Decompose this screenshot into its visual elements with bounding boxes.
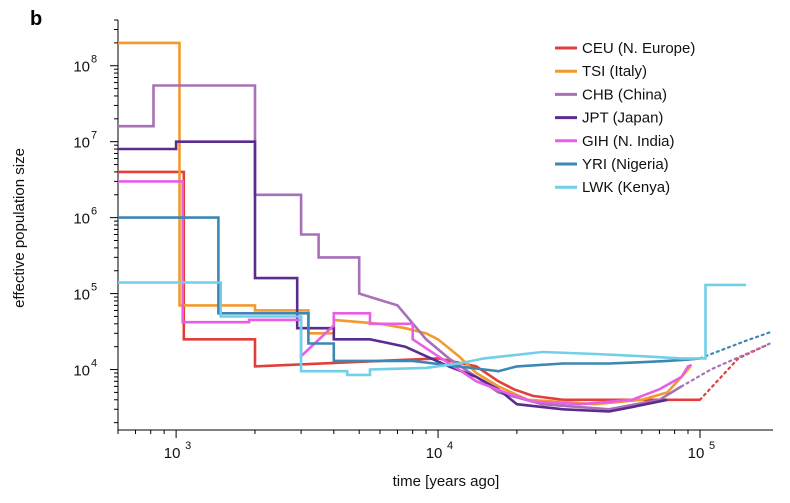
legend-label-gih: GIH (N. India) bbox=[582, 133, 675, 150]
legend-label-ceu: CEU (N. Europe) bbox=[582, 40, 695, 57]
y-tick-label: 10 bbox=[73, 135, 90, 152]
legend-label-tsi: TSI (Italy) bbox=[582, 63, 647, 80]
y-tick-exponent: 5 bbox=[91, 282, 97, 294]
x-tick-exponent: 3 bbox=[185, 440, 191, 452]
series-line-lwk bbox=[118, 281, 747, 377]
x-tick-exponent: 4 bbox=[447, 440, 453, 452]
y-tick-exponent: 7 bbox=[91, 130, 97, 142]
series-line-jpt bbox=[118, 140, 668, 413]
y-tick-label: 10 bbox=[73, 287, 90, 304]
y-tick-label: 10 bbox=[73, 211, 90, 228]
y-tick-label: 10 bbox=[73, 363, 90, 380]
series-dotted-chb bbox=[680, 342, 772, 388]
series-line-yri bbox=[118, 216, 701, 373]
x-tick-label: 10 bbox=[688, 445, 705, 462]
series-line-ceu bbox=[118, 170, 700, 402]
y-tick-label: 10 bbox=[73, 59, 90, 76]
y-tick-exponent: 6 bbox=[91, 206, 97, 218]
series-dotted-yri bbox=[698, 330, 775, 360]
x-axis-label: time [years ago] bbox=[393, 473, 500, 490]
panel-label: b bbox=[30, 8, 43, 30]
legend-label-yri: YRI (Nigeria) bbox=[582, 156, 669, 173]
legend-label-lwk: LWK (Kenya) bbox=[582, 179, 670, 196]
series-dotted-ceu bbox=[698, 344, 768, 401]
series-line-gih bbox=[118, 180, 693, 406]
axes: 10 3 10 4 10 510 410 510 610 710 8 bbox=[73, 19, 773, 462]
x-tick-exponent: 5 bbox=[709, 440, 715, 452]
x-tick-label: 10 bbox=[164, 445, 181, 462]
legend: CEU (N. Europe) TSI (Italy) CHB (China) JPT… bbox=[555, 40, 695, 196]
x-tick-label: 10 bbox=[426, 445, 443, 462]
series-layer bbox=[118, 41, 775, 413]
y-axis-label: effective population size bbox=[11, 148, 28, 308]
legend-label-jpt: JPT (Japan) bbox=[582, 110, 663, 127]
y-tick-exponent: 4 bbox=[91, 358, 97, 370]
legend-label-chb: CHB (China) bbox=[582, 86, 667, 103]
y-tick-exponent: 8 bbox=[91, 54, 97, 66]
